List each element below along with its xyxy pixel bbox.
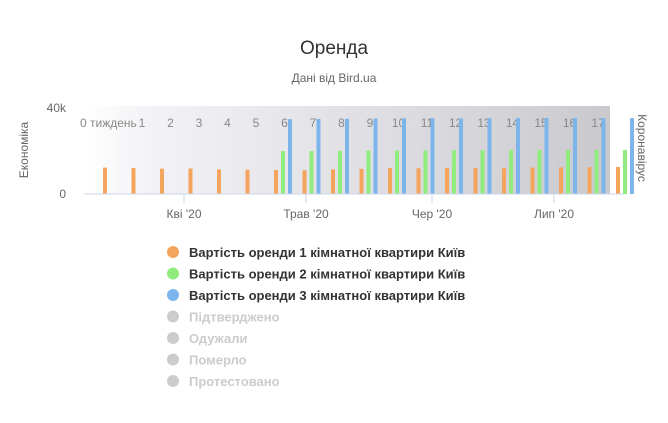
legend-marker[interactable] (167, 353, 179, 366)
week-label: 4 (224, 116, 231, 130)
bar-series-1[interactable] (131, 168, 136, 194)
week-label: 5 (253, 116, 260, 130)
bar-series-2[interactable] (480, 150, 485, 194)
week-label: 3 (196, 116, 203, 130)
week-label: 11 (421, 116, 434, 130)
bar-series-1[interactable] (302, 170, 307, 194)
legend-item[interactable]: Вартість оренди 2 кімнатної квартири Киї… (189, 267, 465, 282)
bar-series-1[interactable] (502, 168, 506, 194)
y-tick-zero: 0 (59, 187, 66, 201)
bar-series-3[interactable] (430, 118, 435, 194)
legend-item[interactable]: Померло (189, 353, 247, 368)
bar-series-2[interactable] (452, 150, 456, 194)
bar-series-3[interactable] (402, 118, 406, 194)
week-label: 8 (338, 116, 345, 130)
week-label: 2 (167, 116, 174, 130)
legend-item[interactable]: Вартість оренди 1 кімнатної квартири Киї… (189, 245, 465, 260)
week-label: 0 тиждень (80, 116, 137, 130)
bar-series-1[interactable] (530, 167, 535, 194)
x-tick-label: Чер '20 (412, 207, 453, 221)
x-ticks: Кві '20 Трав '20 Чер '20 Лип '20 (166, 194, 574, 221)
bar-series-1[interactable] (388, 168, 392, 194)
bar-series-2[interactable] (566, 150, 570, 194)
legend: Вартість оренди 1 кімнатної квартири Киї… (167, 245, 465, 389)
week-label: 9 (367, 116, 374, 130)
bar-series-1[interactable] (103, 167, 107, 194)
bar-series-1[interactable] (587, 167, 592, 194)
bar-series-1[interactable] (245, 169, 250, 194)
bar-series-2[interactable] (309, 151, 314, 194)
bar-series-2[interactable] (281, 151, 285, 194)
chart-title: Оренда (300, 38, 368, 59)
bar-series-3[interactable] (487, 118, 492, 194)
week-label: 7 (310, 116, 317, 130)
legend-marker[interactable] (167, 289, 179, 301)
bar-series-2[interactable] (423, 150, 428, 194)
bar-series-3[interactable] (288, 119, 292, 194)
legend-marker[interactable] (167, 267, 179, 280)
bar-series-3[interactable] (630, 118, 634, 194)
bars (103, 118, 634, 194)
legend-marker[interactable] (167, 332, 179, 344)
legend-marker[interactable] (167, 310, 179, 323)
chart-subtitle: Дані від Bird.ua (292, 71, 377, 85)
bar-series-2[interactable] (509, 150, 513, 194)
week-label: 6 (281, 116, 288, 130)
bar-series-2[interactable] (623, 150, 627, 194)
bar-series-3[interactable] (573, 118, 577, 194)
bar-series-3[interactable] (345, 118, 349, 194)
bar-series-3[interactable] (601, 118, 606, 194)
bar-series-2[interactable] (537, 150, 542, 194)
bar-series-3[interactable] (459, 118, 463, 194)
legend-item[interactable]: Вартість оренди 3 кімнатної квартири Киї… (189, 288, 465, 303)
bar-series-3[interactable] (544, 118, 549, 194)
y-axis-left-title: Економіка (17, 121, 31, 178)
bar-series-1[interactable] (188, 168, 193, 194)
bar-series-1[interactable] (559, 167, 563, 194)
bar-series-3[interactable] (373, 118, 378, 194)
bar-series-1[interactable] (616, 166, 620, 194)
bar-series-1[interactable] (416, 168, 421, 194)
x-tick-label: Кві '20 (166, 207, 201, 221)
bar-series-2[interactable] (594, 150, 599, 194)
y-axis-right-title: Коронавірус (635, 114, 649, 182)
bar-series-2[interactable] (395, 150, 399, 194)
bar-series-3[interactable] (516, 118, 520, 194)
bar-series-2[interactable] (366, 150, 371, 194)
y-tick-top: 40k (47, 101, 67, 115)
legend-marker[interactable] (167, 375, 179, 387)
bar-series-1[interactable] (274, 170, 278, 194)
bar-series-1[interactable] (217, 169, 221, 194)
bar-series-2[interactable] (338, 150, 342, 194)
bar-series-1[interactable] (160, 168, 164, 194)
legend-item[interactable]: Протестовано (189, 374, 280, 389)
legend-marker[interactable] (167, 246, 179, 258)
legend-item[interactable]: Підтверджено (189, 310, 280, 325)
bar-series-1[interactable] (331, 169, 335, 194)
bar-series-1[interactable] (359, 168, 364, 194)
bar-series-3[interactable] (316, 118, 321, 194)
legend-item[interactable]: Одужали (189, 331, 247, 346)
bar-series-1[interactable] (473, 167, 478, 194)
week-label: 1 (139, 116, 146, 130)
bar-series-1[interactable] (445, 168, 449, 194)
x-tick-label: Лип '20 (534, 207, 574, 221)
x-tick-label: Трав '20 (283, 207, 329, 221)
